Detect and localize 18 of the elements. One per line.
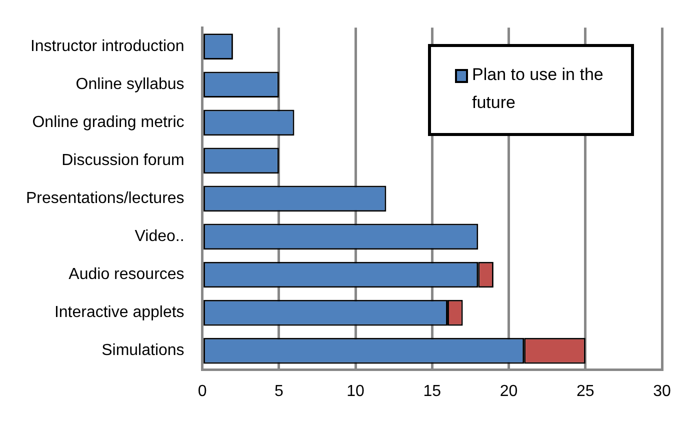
y-tick-label: Discussion forum [62, 152, 184, 170]
x-tick-label: 20 [500, 382, 518, 400]
y-tick-label: Simulations [102, 342, 184, 360]
y-tick-label: Video.. [134, 228, 184, 246]
x-tick-label: 30 [653, 382, 671, 400]
x-tick-label: 25 [576, 382, 594, 400]
x-tick-label: 5 [274, 382, 284, 400]
legend-label: Plan to use in the future [472, 64, 604, 114]
y-tick-label: Interactive applets [54, 304, 184, 322]
y-tick-label: Online syllabus [76, 76, 184, 94]
y-tick-label: Presentations/lectures [26, 190, 184, 208]
x-tick-label: 15 [423, 382, 442, 400]
x-tick-label: 10 [346, 382, 365, 400]
x-tick-label: 0 [198, 382, 207, 400]
y-tick-label: Online grading metric [32, 114, 184, 132]
y-tick-label: Instructor introduction [30, 38, 184, 56]
legend: Plan to use in the future [428, 44, 634, 136]
y-tick-label: Audio resources [68, 266, 184, 284]
